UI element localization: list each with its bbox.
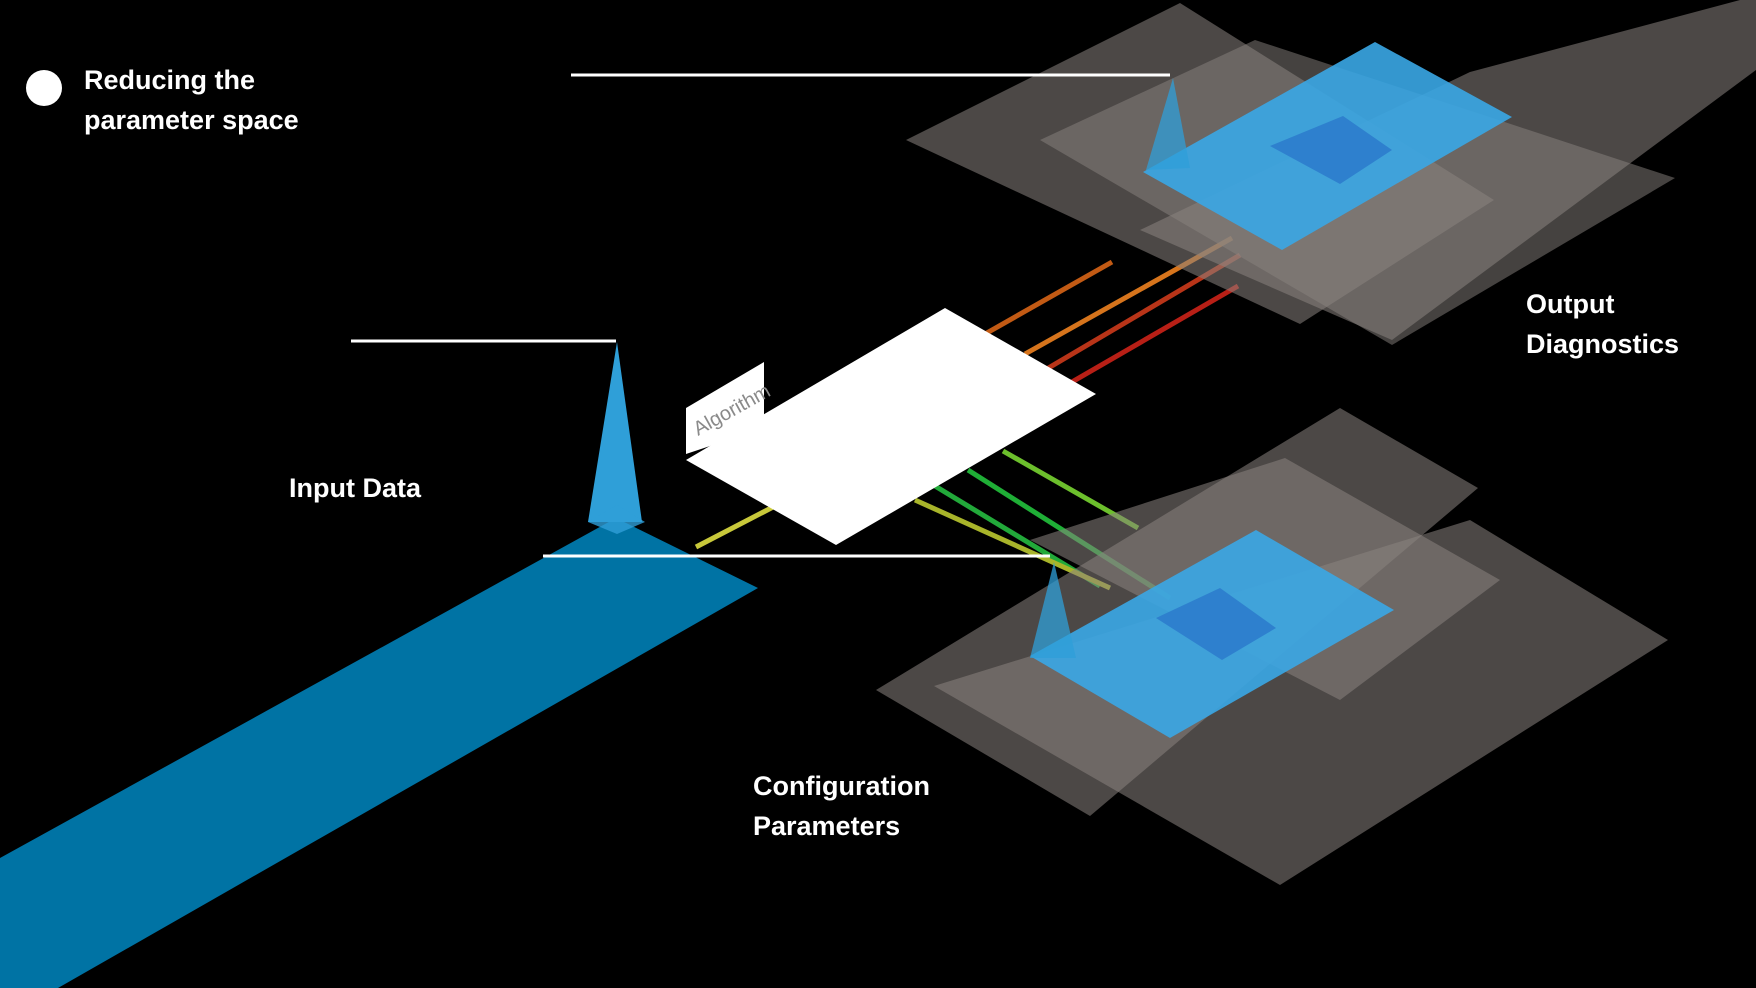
callout-lines bbox=[351, 73, 1170, 558]
slide-title: Reducing the parameter space bbox=[84, 60, 299, 140]
bullet-dot-icon bbox=[26, 70, 62, 106]
config-peak bbox=[1030, 562, 1076, 658]
input-data-peak-base bbox=[588, 505, 645, 534]
output-peak bbox=[1146, 78, 1190, 170]
output-diagnostics-label: Output Diagnostics bbox=[1526, 284, 1679, 364]
slide-title-line-1: Reducing the bbox=[84, 65, 256, 95]
output-label-line-2: Diagnostics bbox=[1526, 329, 1680, 359]
config-gray-plane-3 bbox=[934, 520, 1668, 885]
config-label-line-1: Configuration bbox=[753, 771, 930, 801]
algorithm-plate bbox=[686, 308, 1096, 545]
input-data-stream bbox=[0, 518, 758, 988]
output-blue-core bbox=[1270, 116, 1392, 184]
input-line bbox=[694, 503, 777, 550]
input-data-label: Input Data bbox=[289, 468, 421, 508]
output-label-line-1: Output bbox=[1526, 289, 1615, 319]
config-blue-core bbox=[1156, 588, 1276, 660]
configuration-parameters-label: Configuration Parameters bbox=[753, 766, 930, 846]
configuration-planes bbox=[876, 408, 1668, 885]
output-line-4 bbox=[1063, 283, 1240, 389]
output-diagnostics-planes bbox=[906, 0, 1756, 345]
config-label-line-2: Parameters bbox=[753, 811, 901, 841]
input-data-text: Input Data bbox=[289, 473, 421, 503]
slide-title-line-2: parameter space bbox=[84, 105, 299, 135]
input-data-peak bbox=[588, 342, 642, 522]
output-line-1 bbox=[983, 259, 1114, 337]
